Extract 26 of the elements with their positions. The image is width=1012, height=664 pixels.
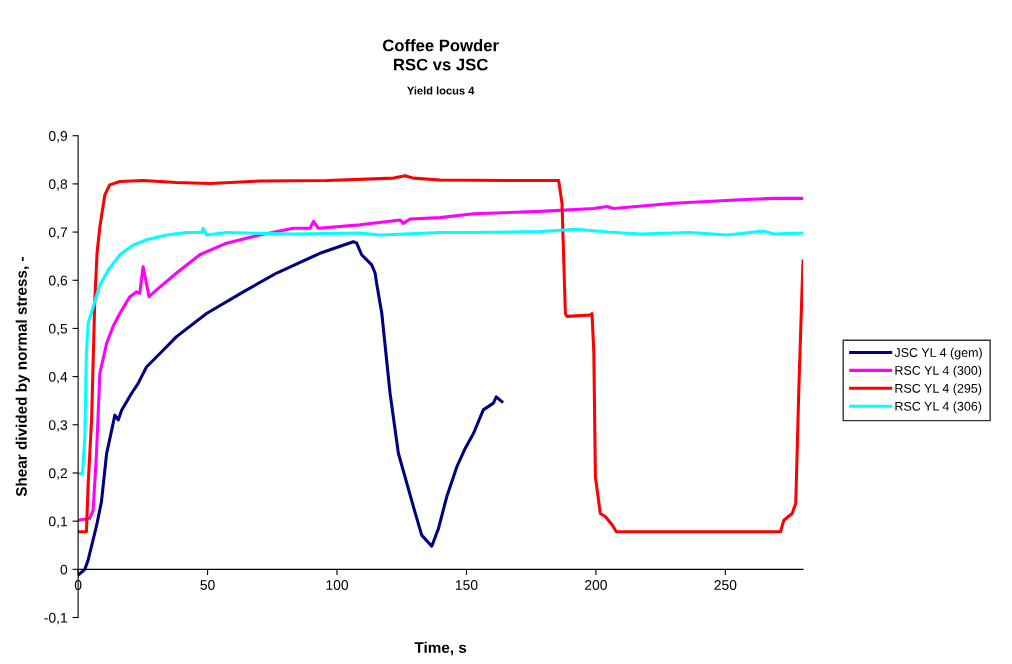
legend-label: RSC YL 4 (295)	[895, 383, 982, 396]
y-tick-label: 0,5	[48, 323, 68, 336]
y-tick-label: 0,2	[48, 468, 68, 480]
y-tick-label: 0,3	[48, 420, 68, 432]
y-tick-label: 0,7	[48, 227, 68, 239]
chart-subtitle: Yield locus 4	[407, 86, 475, 95]
y-tick-label: 0,8	[48, 179, 68, 191]
x-tick-label: 50	[200, 580, 215, 590]
x-tick-label: 150	[455, 580, 478, 590]
y-tick-label: 0,1	[48, 516, 68, 528]
y-tick-label: 0,4	[48, 371, 68, 384]
line-series	[78, 226, 804, 475]
chart-title: Coffee Powder RSC vs JSC	[382, 39, 499, 71]
line-series	[78, 240, 504, 577]
legend-label: RSC YL 4 (300)	[895, 365, 982, 378]
y-axis-title: Shear divided by normal stress, -	[15, 257, 30, 497]
y-tick-label: 0	[60, 564, 68, 575]
y-tick-label: 0,6	[48, 275, 68, 288]
legend-label: JSC YL 4 (gem)	[894, 347, 982, 360]
x-tick-label: 200	[585, 580, 607, 590]
x-tick-label: 250	[714, 580, 737, 590]
legend-label: RSC YL 4 (306)	[895, 401, 982, 414]
y-tick-label: -0,1	[44, 612, 68, 625]
x-tick-label: 100	[326, 580, 349, 590]
y-tick-label: 0,9	[48, 131, 68, 143]
x-axis-title: Time, s	[414, 641, 467, 656]
